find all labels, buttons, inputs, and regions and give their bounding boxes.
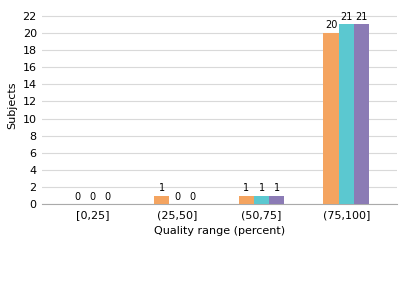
Text: 1: 1 — [259, 183, 265, 193]
Text: 0: 0 — [174, 192, 180, 202]
Text: 21: 21 — [356, 12, 368, 22]
Bar — [239, 196, 254, 204]
Text: 1: 1 — [159, 183, 165, 193]
Y-axis label: Subjects: Subjects — [7, 82, 17, 130]
Text: 21: 21 — [340, 12, 352, 22]
Bar — [154, 196, 169, 204]
Text: 1: 1 — [274, 183, 280, 193]
Text: 1: 1 — [243, 183, 250, 193]
Text: 0: 0 — [74, 192, 80, 202]
Bar — [324, 33, 339, 204]
X-axis label: Quality range (percent): Quality range (percent) — [154, 225, 285, 236]
Bar — [269, 196, 284, 204]
Text: 20: 20 — [325, 20, 337, 30]
Bar — [354, 24, 369, 204]
Bar — [254, 196, 269, 204]
Text: 0: 0 — [105, 192, 111, 202]
Bar — [339, 24, 354, 204]
Text: 0: 0 — [89, 192, 95, 202]
Text: 0: 0 — [189, 192, 195, 202]
